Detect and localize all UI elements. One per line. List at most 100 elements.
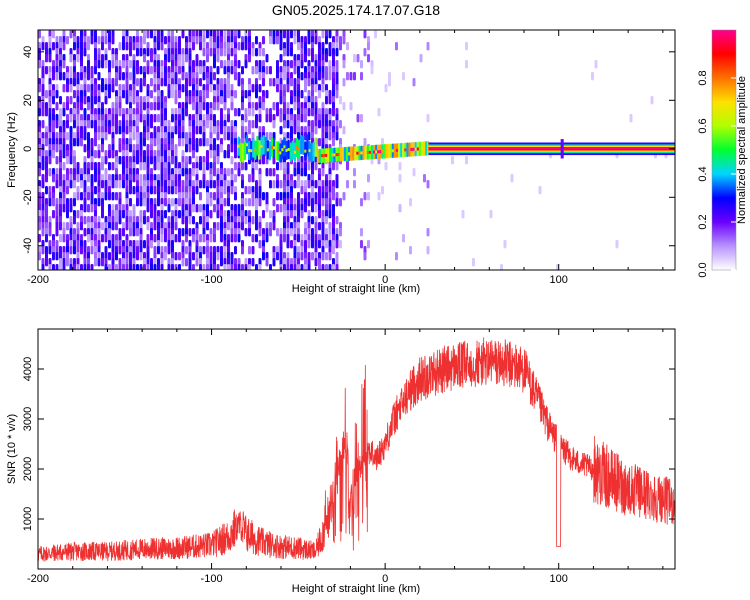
- spectrogram-cell: [279, 204, 283, 213]
- signal-core-cell: [325, 153, 328, 157]
- signal-cell: [425, 141, 428, 156]
- spectrogram-cell: [241, 222, 244, 231]
- spectrogram-cell: [206, 120, 209, 129]
- spectrogram-cell: [227, 150, 230, 159]
- spectrogram-cell: [328, 96, 332, 105]
- spectrogram-cell: [195, 144, 199, 153]
- spectrogram-cell: [73, 138, 76, 147]
- snr-x-tick-label: -100: [201, 573, 223, 585]
- spectrogram-cell: [118, 216, 122, 225]
- spectrogram-cell: [76, 174, 80, 183]
- spectrogram-cell: [87, 102, 90, 111]
- spectrogram-cell: [227, 198, 230, 207]
- spectrogram-cell: [153, 234, 157, 243]
- colorbar-tick-label: 0.0: [697, 262, 709, 277]
- spectrogram-cell: [136, 198, 139, 207]
- spectrogram-cell: [108, 126, 111, 135]
- spectrogram-cell: [251, 234, 255, 243]
- spectrogram-cell: [87, 84, 90, 93]
- spectrogram-cell: [122, 210, 125, 219]
- spectrogram-cell: [325, 252, 328, 261]
- spectrogram-cell: [199, 162, 202, 171]
- spectrogram-x-tick-label: 100: [550, 274, 568, 286]
- spectrogram-cell: [363, 252, 367, 261]
- spectrogram-cell: [339, 120, 342, 129]
- spectrogram-cell: [41, 162, 45, 171]
- spectrogram-cell: [87, 72, 90, 81]
- spectrogram-cell: [104, 36, 108, 45]
- spectrogram-cell: [311, 240, 314, 249]
- signal-cell: [362, 145, 365, 161]
- spectrogram-cell: [45, 138, 48, 147]
- spectrogram-cell: [181, 72, 185, 81]
- spectrogram-cell: [83, 264, 87, 270]
- spectrogram-cell: [55, 102, 59, 111]
- spectrogram-cell: [262, 78, 265, 87]
- signal-cell: [314, 137, 317, 157]
- spectrogram-cell: [318, 138, 321, 147]
- spectrogram-cell: [143, 198, 146, 207]
- spectrogram-cell: [227, 168, 230, 177]
- signal-core-cell: [379, 150, 382, 154]
- spectrogram-cell: [62, 42, 66, 51]
- spectrogram-cell: [132, 174, 136, 183]
- signal-cell: [239, 142, 242, 162]
- spectrogram-cell: [101, 222, 104, 231]
- spectrogram-cell: [97, 36, 101, 45]
- spectrogram-cell: [202, 180, 206, 189]
- spectrogram-cell: [353, 168, 356, 177]
- spectrogram-cell: [125, 126, 129, 135]
- spectrogram-cell: [412, 168, 416, 177]
- spectrogram-cell: [307, 198, 311, 207]
- spectrogram-cell: [279, 96, 283, 105]
- spectrogram-cell: [318, 240, 321, 249]
- spectrogram-cell: [52, 264, 55, 270]
- spectrogram-cell: [76, 192, 80, 201]
- spectrogram-cell: [143, 36, 146, 45]
- spectrogram-cell: [209, 180, 213, 189]
- spectrogram-cell: [279, 54, 283, 63]
- spectrogram-cell: [132, 96, 136, 105]
- spectrogram-cell: [115, 264, 118, 270]
- spectrogram-cell: [199, 138, 202, 147]
- spectrogram-cell: [314, 180, 318, 189]
- spectrogram-cell: [97, 150, 101, 159]
- spectrogram-cell: [153, 222, 157, 231]
- spectrogram-cell: [150, 156, 153, 165]
- spectrogram-cell: [202, 264, 206, 270]
- spectrogram-cell: [129, 264, 132, 270]
- spectrogram-cell: [41, 108, 45, 117]
- spectrogram-cell: [241, 66, 244, 75]
- spectrogram-cell: [325, 96, 328, 105]
- signal-cell: [291, 140, 294, 160]
- spectrogram-cell: [220, 234, 223, 243]
- signal-core-cell: [391, 149, 394, 153]
- spectrogram-cell: [62, 234, 66, 243]
- spectrogram-cell: [377, 192, 381, 201]
- spectrogram-cell: [353, 180, 356, 189]
- signal-core-cell: [414, 147, 417, 151]
- spectrogram-y-tick-label: 20: [22, 94, 34, 106]
- spectrogram-cell: [73, 264, 76, 270]
- spectrogram-cell: [255, 120, 258, 129]
- spectrogram-cell: [157, 264, 160, 270]
- spectrogram-cell: [104, 60, 108, 69]
- spectrogram-cell: [279, 42, 283, 51]
- spectrogram-cell: [360, 198, 363, 207]
- spectrogram-cell: [465, 42, 468, 51]
- spectrogram-cell: [76, 54, 80, 63]
- spectrogram-cell: [199, 180, 202, 189]
- spectrogram-cell: [290, 264, 293, 270]
- spectrogram-cell: [188, 264, 192, 270]
- spectrogram-cell: [360, 114, 363, 123]
- spectrogram-cell: [206, 162, 209, 171]
- spectrogram-cell: [101, 162, 104, 171]
- spectrogram-cell: [146, 48, 150, 57]
- spectrogram-cell: [230, 156, 234, 165]
- spectrogram-cell: [227, 222, 230, 231]
- spectrogram-cell: [332, 108, 335, 117]
- spectrogram-cell: [76, 264, 80, 270]
- spectrogram-cell: [52, 150, 55, 159]
- spectrogram-cell: [101, 258, 104, 267]
- spectrogram-cell: [157, 198, 160, 207]
